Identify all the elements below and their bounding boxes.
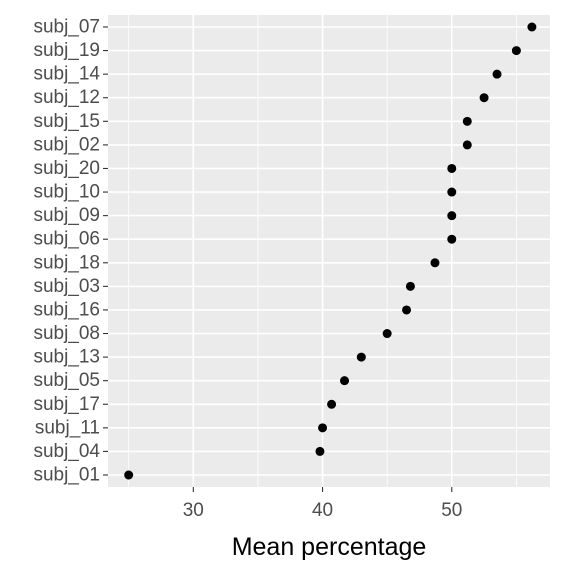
y-tick-label: subj_20: [33, 158, 100, 179]
y-tick-label: subj_19: [33, 40, 100, 61]
x-tick-label: 30: [183, 500, 204, 521]
data-point-subj_03: [406, 282, 415, 291]
y-tick-label: subj_15: [33, 111, 100, 132]
plot-panel: [108, 15, 550, 487]
y-tick-label: subj_14: [33, 64, 100, 85]
data-point-subj_07: [527, 23, 536, 32]
data-point-subj_18: [430, 258, 439, 267]
x-tick-label: 50: [441, 500, 462, 521]
data-point-subj_11: [318, 423, 327, 432]
y-tick-label: subj_04: [33, 441, 100, 462]
data-point-subj_10: [447, 188, 456, 197]
data-point-subj_06: [447, 235, 456, 244]
y-tick-label: subj_17: [33, 394, 100, 415]
y-tick-label: subj_11: [35, 417, 100, 438]
y-tick-label: subj_03: [33, 276, 100, 297]
y-tick-label: subj_01: [33, 465, 100, 486]
y-tick-label: subj_12: [33, 87, 100, 108]
data-point-subj_20: [447, 164, 456, 173]
y-axis: subj_07subj_19subj_14subj_12subj_15subj_…: [33, 17, 108, 486]
y-tick-label: subj_10: [33, 182, 100, 203]
y-tick-label: subj_13: [33, 347, 100, 368]
y-tick-label: subj_05: [33, 370, 100, 391]
y-tick-label: subj_02: [33, 134, 100, 155]
data-point-subj_04: [315, 447, 324, 456]
data-point-subj_19: [512, 46, 521, 55]
y-tick-label: subj_09: [33, 205, 100, 226]
y-tick-label: subj_06: [33, 229, 100, 250]
x-tick-label: 40: [312, 500, 333, 521]
data-point-subj_14: [493, 70, 502, 79]
data-point-subj_17: [327, 400, 336, 409]
data-point-subj_16: [402, 305, 411, 314]
data-point-subj_08: [383, 329, 392, 338]
data-point-subj_15: [463, 117, 472, 126]
data-point-subj_02: [463, 140, 472, 149]
y-tick-label: subj_16: [33, 299, 100, 320]
data-point-subj_09: [447, 211, 456, 220]
x-axis-title: Mean percentage: [232, 533, 427, 561]
y-tick-label: subj_07: [33, 17, 100, 38]
x-axis: 30 40 50: [183, 487, 463, 521]
data-point-subj_12: [480, 93, 489, 102]
y-tick-label: subj_18: [33, 252, 100, 273]
data-point-subj_05: [340, 376, 349, 385]
data-point-subj_01: [124, 471, 133, 480]
y-tick-label: subj_08: [33, 323, 100, 344]
data-point-subj_13: [357, 353, 366, 362]
